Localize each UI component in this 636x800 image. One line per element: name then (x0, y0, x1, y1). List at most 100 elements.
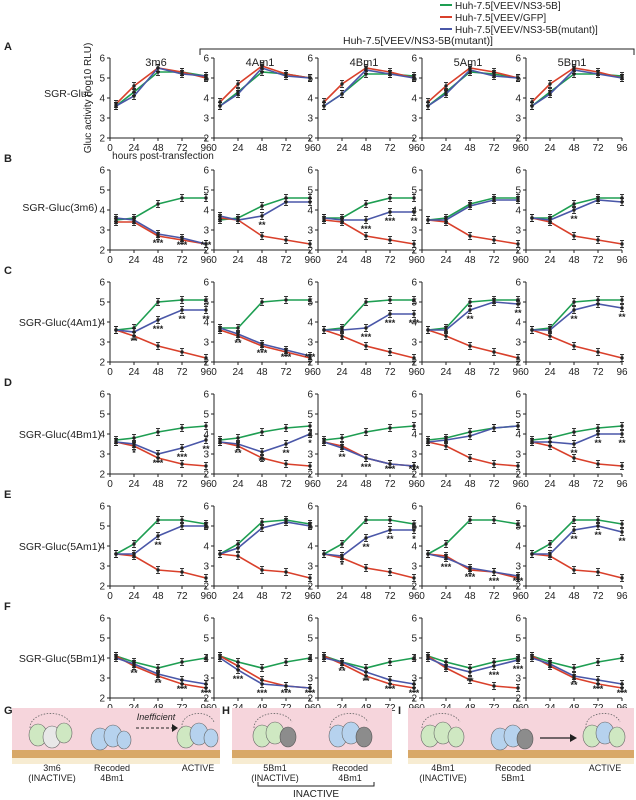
x-tick-label: 48 (360, 479, 372, 490)
significance-stars: ** (362, 676, 370, 686)
x-tick-label: 48 (568, 367, 580, 378)
series-line-ns35b (531, 425, 623, 441)
data-point-gfp (260, 456, 264, 460)
data-point-mutant (516, 76, 520, 80)
data-point-gfp (156, 568, 160, 572)
x-tick-label: 24 (128, 255, 140, 266)
protein-blob (116, 730, 132, 750)
x-tick-label: 48 (360, 255, 372, 266)
y-tick-label: 6 (203, 54, 209, 65)
data-point-gfp (620, 356, 624, 360)
data-point-gfp (468, 678, 472, 682)
y-tick-label: 6 (203, 614, 209, 625)
significance-stars: *** (361, 224, 372, 234)
data-point-mutant (596, 432, 600, 436)
series-line-ns35b (427, 425, 519, 441)
series-line-ns35b (115, 71, 207, 107)
data-point-mutant (364, 670, 368, 674)
data-point-gfp (620, 576, 624, 580)
x-tick-label: 96 (200, 367, 212, 378)
x-tick-label: 24 (440, 143, 452, 154)
data-point-ns35b (620, 656, 624, 660)
y-tick-label: 5 (411, 522, 417, 533)
data-point-mutant (180, 446, 184, 450)
y-tick-label: 6 (99, 278, 105, 289)
y-tick-label: 5 (307, 634, 313, 645)
row-labels: A SGR-Gluc B SGR-Gluc(3m6) C SGR-Gluc(4A… (4, 41, 101, 665)
data-point-gfp (572, 456, 576, 460)
data-point-mutant (492, 74, 496, 78)
data-point-gfp (132, 84, 136, 88)
protein-blob (55, 722, 73, 744)
data-point-gfp (204, 576, 208, 580)
y-tick-label: 3 (411, 226, 417, 237)
significance-stars: ** (130, 336, 138, 346)
x-tick-label: 48 (256, 255, 268, 266)
significance-stars: *** (305, 352, 316, 362)
significance-stars: * (132, 448, 136, 458)
series-line-ns35b (427, 519, 519, 555)
y-tick-label: 3 (99, 674, 105, 685)
x-tick-label: 96 (512, 479, 524, 490)
data-point-ns35b (548, 542, 552, 546)
y-tick-label: 3 (411, 114, 417, 125)
x-tick-label: 0 (107, 367, 113, 378)
x-tick-label: 48 (152, 255, 164, 266)
y-tick-label: 4 (99, 318, 105, 329)
data-point-mutant (218, 214, 222, 218)
y-tick-label: 4 (203, 206, 209, 217)
significance-stars: ** (338, 666, 346, 676)
data-point-ns35b (516, 522, 520, 526)
significance-stars: *** (201, 240, 212, 250)
y-tick-label: 6 (515, 278, 521, 289)
y-tick-label: 3 (203, 114, 209, 125)
y-tick-label: 2 (515, 694, 521, 705)
y-tick-label: 6 (203, 502, 209, 513)
y-tick-label: 5 (515, 298, 521, 309)
y-tick-label: 3 (411, 450, 417, 461)
data-point-mutant (426, 104, 430, 108)
data-point-ns35b (284, 298, 288, 302)
y-tick-label: 2 (307, 358, 313, 369)
y-tick-label: 3 (203, 226, 209, 237)
x-tick-label: 0 (419, 143, 425, 154)
significance-stars: *** (465, 572, 476, 582)
y-tick-label: 4 (203, 94, 209, 105)
data-point-ns35b (156, 518, 160, 522)
y-tick-label: 4 (307, 318, 313, 329)
x-tick-label: 96 (512, 255, 524, 266)
data-point-mutant (156, 232, 160, 236)
data-point-mutant (204, 308, 208, 312)
data-point-mutant (620, 306, 624, 310)
y-tick-label: 5 (203, 186, 209, 197)
data-point-mutant (284, 520, 288, 524)
x-tick-label: 24 (336, 479, 348, 490)
data-point-mutant (426, 552, 430, 556)
data-point-ns35b (180, 660, 184, 664)
data-point-gfp (204, 356, 208, 360)
y-tick-label: 4 (411, 654, 417, 665)
data-point-gfp (412, 356, 416, 360)
y-tick-label: 5 (203, 410, 209, 421)
x-tick-label: 0 (419, 479, 425, 490)
data-point-mutant (204, 242, 208, 246)
x-tick-label: 48 (568, 255, 580, 266)
x-tick-label: 24 (232, 367, 244, 378)
y-tick-label: 4 (411, 94, 417, 105)
x-tick-label: 48 (360, 367, 372, 378)
data-point-mutant (364, 456, 368, 460)
data-point-mutant (572, 208, 576, 212)
y-tick-label: 2 (411, 246, 417, 257)
x-tick-label: 48 (360, 143, 372, 154)
data-point-mutant (412, 682, 416, 686)
significance-stars: ** (338, 452, 346, 462)
x-tick-label: 48 (464, 591, 476, 602)
y-tick-label: 2 (307, 134, 313, 145)
y-tick-label: 3 (307, 450, 313, 461)
data-point-gfp (516, 356, 520, 360)
schematic-H-membrane (232, 750, 392, 758)
data-point-ns35b (388, 196, 392, 200)
significance-stars: *** (385, 318, 396, 328)
